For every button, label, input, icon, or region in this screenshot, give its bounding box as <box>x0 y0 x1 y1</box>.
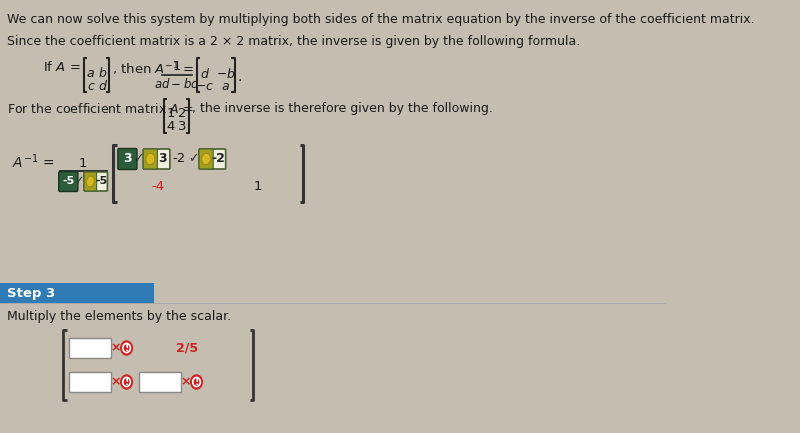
Text: Step 3: Step 3 <box>7 287 56 300</box>
Circle shape <box>121 375 133 389</box>
Text: b: b <box>98 67 106 80</box>
Text: 3: 3 <box>123 152 132 165</box>
Text: -4: -4 <box>152 181 165 194</box>
FancyBboxPatch shape <box>143 149 170 169</box>
Text: !: ! <box>124 343 129 353</box>
Text: 1: 1 <box>166 107 175 120</box>
FancyBboxPatch shape <box>84 172 107 191</box>
Text: , the inverse is therefore given by the following.: , the inverse is therefore given by the … <box>191 102 493 115</box>
Text: ✓: ✓ <box>73 175 83 188</box>
Text: $A^{-1}$ =: $A^{-1}$ = <box>13 153 55 171</box>
Text: 2/5: 2/5 <box>176 342 198 355</box>
Text: !: ! <box>194 377 198 387</box>
FancyBboxPatch shape <box>199 149 213 169</box>
Text: For the coefficient matrix $A$ =: For the coefficient matrix $A$ = <box>6 102 193 116</box>
FancyBboxPatch shape <box>84 172 97 191</box>
Text: -2: -2 <box>212 152 226 165</box>
Text: d: d <box>98 80 106 93</box>
Text: 3: 3 <box>178 120 186 133</box>
Text: $-b$: $-b$ <box>216 67 235 81</box>
Text: Since the coefficient matrix is a 2 × 2 matrix, the inverse is given by the foll: Since the coefficient matrix is a 2 × 2 … <box>6 35 580 48</box>
Circle shape <box>190 375 202 389</box>
Ellipse shape <box>202 153 210 165</box>
Text: $d$: $d$ <box>200 67 210 81</box>
Text: ✓: ✓ <box>188 152 198 165</box>
Text: , then $A^{-1}$ =: , then $A^{-1}$ = <box>111 60 194 78</box>
Text: If $A$ =: If $A$ = <box>43 60 81 74</box>
Text: Multiply the elements by the scalar.: Multiply the elements by the scalar. <box>6 310 230 323</box>
Text: ×: × <box>181 375 191 388</box>
Circle shape <box>121 341 133 355</box>
Bar <box>139 372 181 392</box>
Text: .: . <box>238 70 242 84</box>
FancyBboxPatch shape <box>143 149 158 169</box>
Bar <box>69 338 110 358</box>
Text: 1: 1 <box>79 157 87 170</box>
Ellipse shape <box>146 153 154 165</box>
Text: ✓: ✓ <box>133 152 143 165</box>
Text: -5: -5 <box>62 177 74 187</box>
Text: 4: 4 <box>166 120 175 133</box>
FancyBboxPatch shape <box>118 149 137 169</box>
FancyBboxPatch shape <box>199 149 226 169</box>
Text: 3: 3 <box>158 152 167 165</box>
Text: -5: -5 <box>95 177 107 187</box>
Text: c: c <box>87 80 94 93</box>
Text: 1: 1 <box>254 181 262 194</box>
Ellipse shape <box>86 176 94 187</box>
Text: 2: 2 <box>178 107 186 120</box>
Bar <box>69 372 110 392</box>
Text: a: a <box>87 67 94 80</box>
Text: $-c$: $-c$ <box>195 80 214 93</box>
Bar <box>0 283 154 303</box>
FancyBboxPatch shape <box>58 171 78 191</box>
Text: -2: -2 <box>173 152 186 165</box>
Text: ×: × <box>110 375 121 388</box>
Text: ×: × <box>110 342 121 355</box>
Text: $ad-bc$: $ad-bc$ <box>154 77 199 91</box>
Text: 1: 1 <box>172 60 181 73</box>
Text: We can now solve this system by multiplying both sides of the matrix equation by: We can now solve this system by multiply… <box>6 13 754 26</box>
Text: !: ! <box>124 377 129 387</box>
Text: $a$: $a$ <box>222 80 230 93</box>
